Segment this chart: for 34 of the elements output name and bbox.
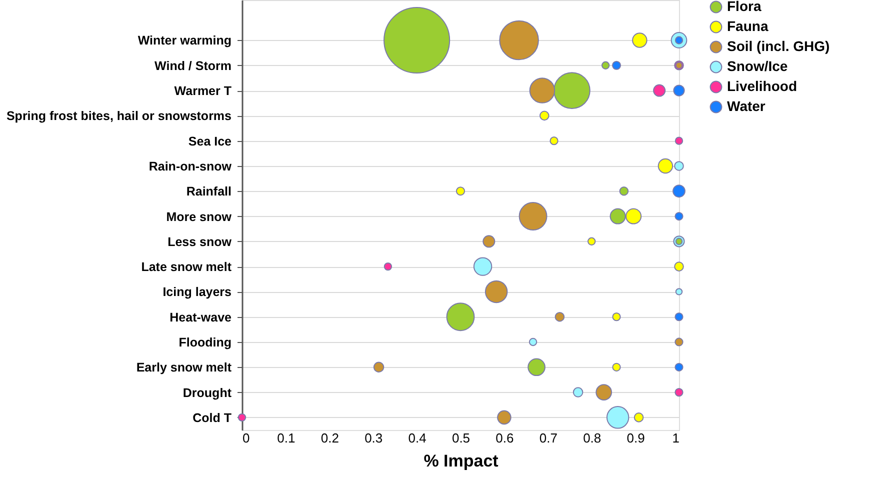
legend-label: Snow/Ice xyxy=(727,58,788,74)
x-tick-label: 0.1 xyxy=(277,430,296,446)
y-tick-label: Early snow melt xyxy=(136,360,232,375)
legend-label: Fauna xyxy=(727,18,768,34)
y-tick-label: Cold T xyxy=(192,410,232,425)
y-tick-label: Flooding xyxy=(178,335,232,350)
x-tick-label: 0.2 xyxy=(320,430,339,446)
x-tick-label: 0.3 xyxy=(364,430,383,446)
y-tick-label: More snow xyxy=(166,210,232,224)
x-tick-label: 0.8 xyxy=(583,430,602,446)
y-tick-label: Warmer T xyxy=(174,84,232,98)
legend-label: Water xyxy=(727,98,766,114)
y-tick-label: Rainfall xyxy=(186,184,232,199)
x-tick-label: 0.7 xyxy=(539,430,558,446)
y-tick-label: Heat-wave xyxy=(170,310,232,324)
y-tick-label: Winter warming xyxy=(138,34,232,48)
y-tick-label: Wind / Storm xyxy=(154,58,232,73)
legend-label: Soil (incl. GHG) xyxy=(727,38,830,54)
x-tick-label: 0.9 xyxy=(626,430,645,446)
y-tick-label: Spring frost bites, hail or snowstorms xyxy=(6,109,232,124)
y-tick-label: Rain-on-snow xyxy=(148,159,232,174)
x-tick-label: 1 xyxy=(672,430,680,446)
legend-label: Flora xyxy=(727,0,762,14)
y-tick-label: Icing layers xyxy=(162,285,232,300)
x-tick-label: 0.6 xyxy=(496,430,514,446)
x-tick-label: 0.4 xyxy=(408,430,426,446)
y-tick-label: Drought xyxy=(182,386,232,400)
y-tick-label: Sea Ice xyxy=(188,134,232,148)
y-tick-label: Less snow xyxy=(168,234,232,249)
x-tick-label: 0.5 xyxy=(452,430,470,446)
legend-label: Livelihood xyxy=(727,78,797,94)
y-tick-label: Late snow melt xyxy=(141,260,232,274)
x-axis-title: % Impact xyxy=(424,452,499,470)
x-tick-label: 0 xyxy=(242,430,250,446)
